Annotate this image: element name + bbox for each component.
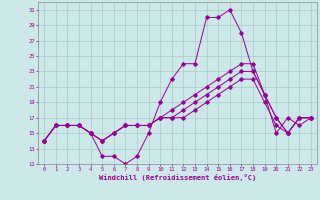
X-axis label: Windchill (Refroidissement éolien,°C): Windchill (Refroidissement éolien,°C) bbox=[99, 174, 256, 181]
